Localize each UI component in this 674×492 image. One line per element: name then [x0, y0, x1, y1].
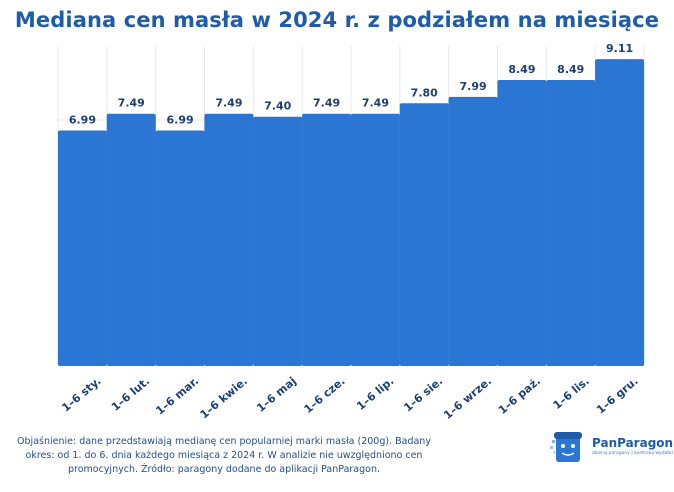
- bar: [497, 80, 547, 366]
- x-tick-label: 1–6 lis.: [551, 374, 592, 412]
- footnote: Objaśnienie: dane przedstawiają medianę …: [14, 435, 434, 477]
- value-label: 7.49: [118, 97, 145, 110]
- value-label: 8.49: [557, 63, 584, 76]
- bar: [253, 116, 303, 366]
- x-tick-label: 1–6 sty.: [59, 374, 103, 414]
- logo-tagline: zbieraj paragony | kontroluj wydatki: [592, 451, 673, 456]
- x-tick-label: 1–6 maj: [254, 374, 299, 414]
- bar: [448, 96, 498, 366]
- logo-name: PanParagon: [592, 436, 674, 450]
- bar: [595, 59, 645, 366]
- value-labels: 6.99 7.49 6.99 7.49 7.40 7.49 7.49 7.80 7.99 8.49…: [69, 42, 633, 126]
- bar: [546, 80, 596, 366]
- x-tick-label: 1–6 lip.: [354, 374, 396, 412]
- value-label: 7.40: [264, 100, 291, 113]
- chart-title: Mediana cen masła w 2024 r. z podziałem …: [14, 8, 660, 32]
- value-label: 7.80: [411, 86, 438, 99]
- value-label: 7.99: [460, 80, 487, 93]
- x-tick-label: 1–6 sie.: [401, 374, 445, 414]
- value-label: 7.49: [215, 97, 242, 110]
- bar: [106, 113, 156, 366]
- x-tick-label: 1–6 lut.: [109, 374, 152, 413]
- bar: [302, 113, 352, 366]
- bar: [57, 130, 107, 366]
- value-label: 7.49: [313, 97, 340, 110]
- bar: [399, 103, 449, 367]
- panparagon-logo-icon: [550, 432, 582, 462]
- value-label: 8.49: [508, 63, 535, 76]
- value-label: 6.99: [69, 114, 96, 127]
- footnote-line-1: Objaśnienie: dane przedstawiają medianę …: [17, 436, 431, 447]
- footnote-line-3: promocyjnych. Źródło: paragony dodane do…: [67, 464, 380, 475]
- x-tick-label: 1–6 paź.: [496, 374, 543, 416]
- x-tick-label: 1–6 kwie.: [198, 374, 250, 421]
- footnote-line-2: okres: od 1. do 6. dnia każdego miesiąca…: [25, 450, 423, 461]
- value-label: 7.49: [362, 97, 389, 110]
- value-label: 9.11: [606, 42, 633, 55]
- x-tick-label: 1–6 cze.: [302, 374, 348, 416]
- x-tick-label: 1–6 wrze.: [441, 374, 494, 421]
- bar: [155, 130, 205, 366]
- bar: [350, 113, 400, 366]
- value-label: 6.99: [167, 114, 194, 127]
- chart-bars: [57, 59, 645, 367]
- x-tick-label: 1–6 mar.: [153, 374, 201, 417]
- bar: [204, 113, 254, 366]
- x-axis-labels: 1–6 sty. 1–6 lut. 1–6 mar.1–6 kwie. 1–6 maj…: [59, 374, 640, 421]
- x-tick-label: 1–6 gru.: [594, 374, 641, 416]
